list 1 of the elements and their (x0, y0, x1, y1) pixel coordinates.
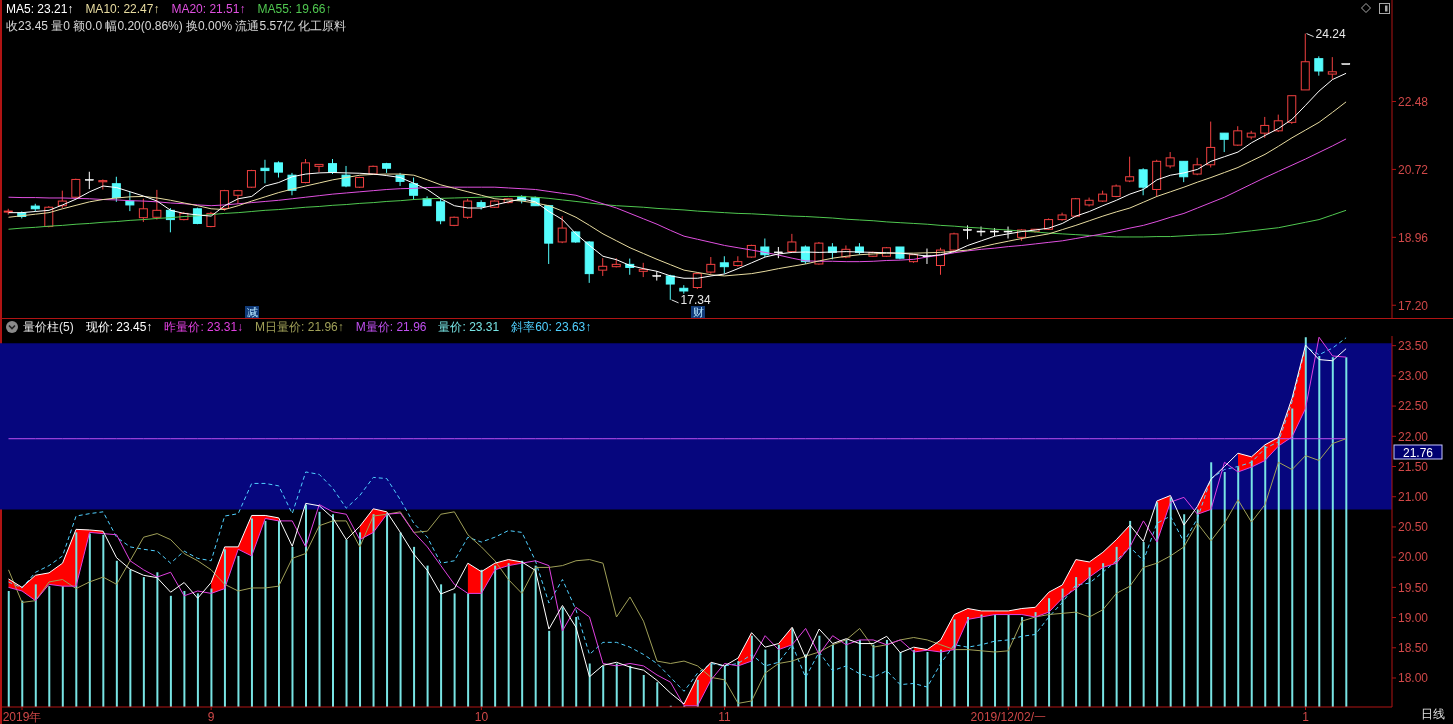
x-axis-title: 日线 (1421, 706, 1445, 723)
